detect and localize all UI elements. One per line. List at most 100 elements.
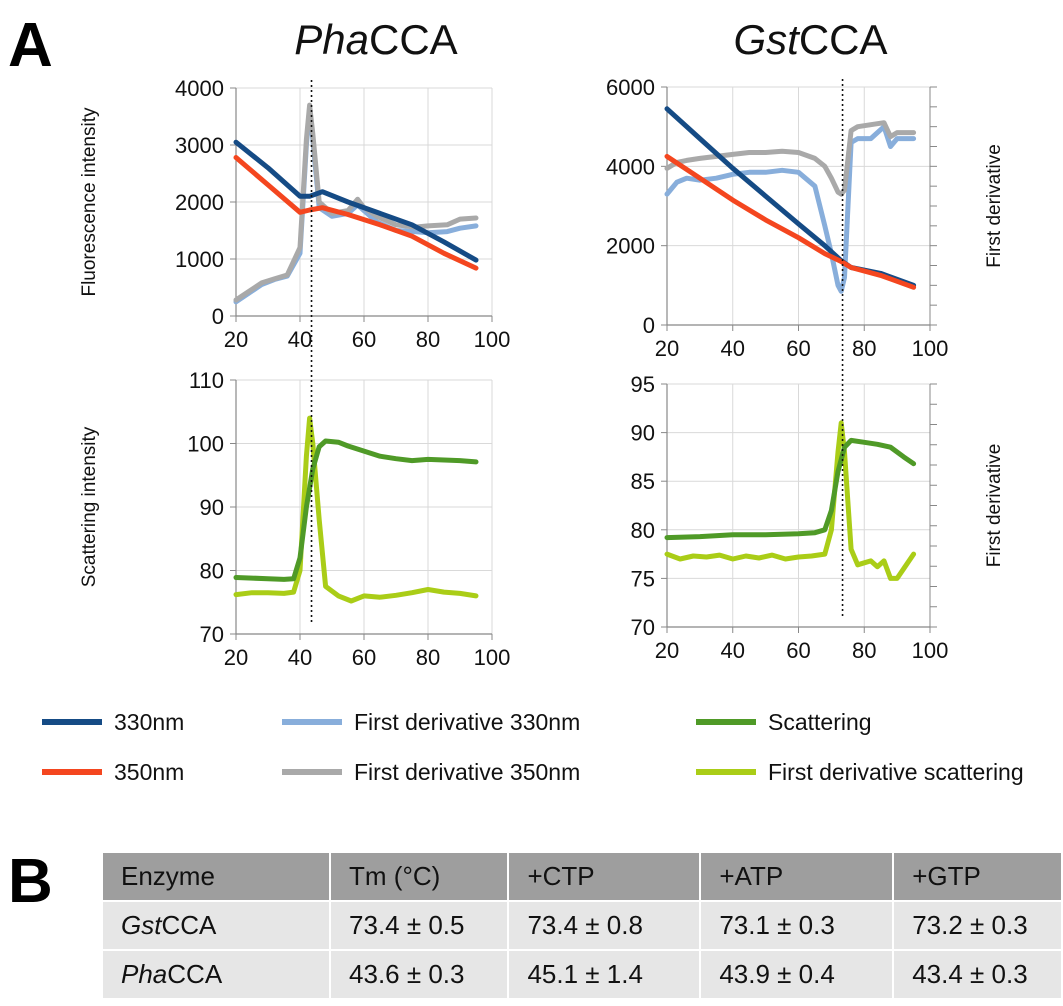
x-tick-label: 40: [721, 638, 745, 663]
table-header-ctp: +CTP: [508, 853, 702, 902]
y-tick-label: 85: [631, 469, 655, 494]
y-tick-label: 70: [631, 615, 655, 640]
series-line-c330: [233, 139, 479, 263]
x-tick-label: 100: [912, 336, 949, 361]
y-tick-label: 90: [200, 495, 224, 520]
y-tick-label: 100: [187, 432, 224, 457]
y-tick-label: 90: [631, 421, 655, 446]
x-tick-label: 100: [912, 638, 949, 663]
chart-title-italic: Pha: [294, 16, 369, 63]
legend-label: First derivative 350nm: [354, 759, 580, 785]
chart-title-rest: CCA: [369, 16, 458, 63]
series-line-scatter: [233, 438, 479, 582]
table-cell-enzyme: PhaCCA: [103, 950, 332, 1000]
table-cell: 73.4 ± 0.5: [330, 901, 510, 951]
legend-item: First derivative 330nm: [282, 709, 580, 735]
x-tick-label: 20: [655, 336, 679, 361]
y-tick-label: 2000: [606, 234, 655, 259]
chart-pha-fluor: 0 1000 2000 3000 4000 20 40 60 80 100 Fluorescence…: [79, 16, 510, 352]
table-row: PhaCCA 43.6 ± 0.3 45.1 ± 1.4 43.9 ± 0.4 …: [103, 950, 1063, 1000]
x-tick-label: 40: [721, 336, 745, 361]
x-tick-label: 80: [852, 336, 876, 361]
chart-gst-scatter: 70 75 80 85 90 95 20 40 60 80 100 First derivative: [631, 372, 1005, 663]
x-tick-label: 80: [416, 645, 440, 670]
series-line-c350: [664, 153, 917, 290]
enzyme-italic: Pha: [121, 959, 168, 989]
legend-item: 330nm: [42, 709, 184, 735]
table-cell-enzyme: GstCCA: [103, 901, 332, 951]
series-line-d350: [664, 120, 917, 197]
series-line-d350: [233, 102, 479, 303]
legend-item: Scattering: [696, 709, 872, 735]
panel-label-b: B: [8, 847, 53, 916]
x-tick-label: 60: [352, 645, 376, 670]
table-header-tm: Tm (°C): [330, 853, 510, 902]
legend: 330nm 350nm First derivative 330nm First de…: [42, 709, 1024, 785]
x-tick-label: 20: [224, 645, 248, 670]
y-axis-label: Scattering intensity: [79, 426, 100, 587]
y-tick-label: 95: [631, 372, 655, 397]
y-tick-label: 80: [631, 518, 655, 543]
y-tick-label: 2000: [175, 190, 224, 215]
x-tick-label: 80: [416, 327, 440, 352]
table-cell: 43.9 ± 0.4: [700, 950, 895, 1000]
x-tick-label: 60: [352, 327, 376, 352]
y-tick-label: 0: [212, 304, 224, 329]
legend-label: First derivative scattering: [768, 759, 1024, 785]
y-tick-label: 1000: [175, 247, 224, 272]
chart-title-italic: Gst: [733, 16, 801, 63]
x-tick-label: 100: [474, 645, 511, 670]
legend-label: First derivative 330nm: [354, 709, 580, 735]
table-header-gtp: +GTP: [893, 853, 1063, 902]
table-cell: 73.4 ± 0.8: [508, 901, 702, 951]
series-line-c350: [233, 155, 479, 271]
series-line-dscatter: [664, 420, 917, 581]
chart-title: PhaCCA: [294, 16, 457, 63]
table-header-atp: +ATP: [700, 853, 895, 902]
table-header-row: Enzyme Tm (°C) +CTP +ATP +GTP: [103, 853, 1063, 902]
y-tick-label: 3000: [175, 133, 224, 158]
x-tick-label: 60: [786, 336, 810, 361]
y-tick-label: 75: [631, 566, 655, 591]
enzyme-italic: Gst: [121, 910, 162, 940]
chart-gst-fluor: 0 2000 4000 6000 20 40 60 80 100 First derivative…: [606, 16, 1005, 361]
table-row: GstCCA 73.4 ± 0.5 73.4 ± 0.8 73.1 ± 0.3 …: [103, 901, 1063, 951]
enzyme-rest: CCA: [161, 910, 217, 940]
enzyme-rest: CCA: [167, 959, 223, 989]
x-tick-label: 40: [288, 327, 312, 352]
y-axis-label: Fluorescence intensity: [79, 107, 100, 297]
x-tick-label: 60: [786, 638, 810, 663]
series-line-scatter: [664, 437, 917, 541]
table-header-enzyme: Enzyme: [103, 853, 332, 902]
panel-label-b-wrap: B: [8, 847, 53, 916]
table-cell: 73.1 ± 0.3: [700, 901, 895, 951]
secondary-y-axis-label: First derivative: [984, 144, 1005, 268]
legend-item: 350nm: [42, 759, 184, 785]
table-cell: 73.2 ± 0.3: [893, 901, 1063, 951]
tm-table: Enzyme Tm (°C) +CTP +ATP +GTP GstCCA 73.…: [103, 853, 1063, 1000]
legend-label: 330nm: [114, 709, 184, 735]
x-tick-label: 80: [852, 638, 876, 663]
y-tick-label: 6000: [606, 75, 655, 100]
panel-label-a: A: [8, 11, 53, 80]
series-line-dscatter: [233, 415, 479, 604]
y-tick-label: 0: [643, 313, 655, 338]
secondary-y-axis-label: First derivative: [984, 444, 1005, 568]
y-tick-label: 110: [189, 368, 224, 393]
chart-title: GstCCA: [733, 16, 887, 63]
y-tick-label: 4000: [606, 154, 655, 179]
chart-title-rest: CCA: [799, 16, 888, 63]
y-tick-label: 4000: [175, 76, 224, 101]
x-tick-label: 100: [474, 327, 511, 352]
table-cell: 43.6 ± 0.3: [330, 950, 510, 1000]
legend-label: 350nm: [114, 759, 184, 785]
y-tick-label: 80: [200, 559, 224, 584]
x-tick-label: 20: [224, 327, 248, 352]
x-tick-label: 20: [655, 638, 679, 663]
chart-pha-scatter: 70 80 90 100 110 20 40 60 80 100 Scattering intens…: [79, 368, 510, 670]
legend-item: First derivative 350nm: [282, 759, 580, 785]
table-cell: 45.1 ± 1.4: [508, 950, 702, 1000]
y-tick-label: 70: [200, 622, 224, 647]
